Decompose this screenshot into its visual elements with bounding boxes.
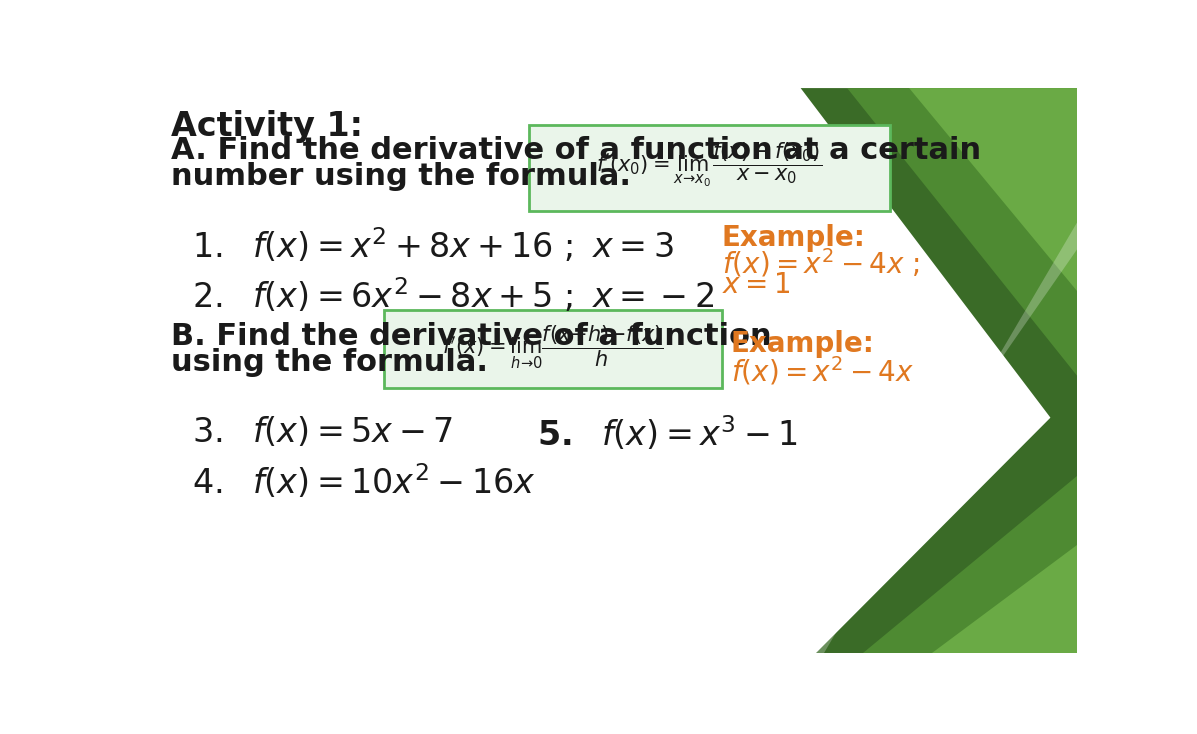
Text: number using the formula.: number using the formula. xyxy=(171,162,631,191)
Text: Activity 1:: Activity 1: xyxy=(171,109,364,142)
Text: $2.\ \ f(x) = 6x^2 - 8x + 5\ ;\ x = -2$: $2.\ \ f(x) = 6x^2 - 8x + 5\ ;\ x = -2$ xyxy=(193,276,715,315)
Polygon shape xyxy=(863,476,1077,653)
Text: $f(x) = x^2 - 4x\ ;$: $f(x) = x^2 - 4x\ ;$ xyxy=(722,247,919,280)
Text: B. Find the derivative of a function: B. Find the derivative of a function xyxy=(171,322,772,351)
Text: $3.\ \ f(x) = 5x - 7$: $3.\ \ f(x) = 5x - 7$ xyxy=(193,415,454,448)
FancyBboxPatch shape xyxy=(384,310,722,388)
Polygon shape xyxy=(910,88,1077,291)
Text: $f(x) = x^2 - 4x$: $f(x) = x^2 - 4x$ xyxy=(731,355,915,388)
Text: $x = 1$: $x = 1$ xyxy=(722,271,790,299)
Polygon shape xyxy=(797,222,1077,653)
Text: Example:: Example: xyxy=(731,330,875,358)
Polygon shape xyxy=(801,88,1077,453)
Text: $f'(x) = \lim_{h \to 0} \dfrac{f(x+h) - f(x)}{h}$: $f'(x) = \lim_{h \to 0} \dfrac{f(x+h) - … xyxy=(442,324,663,371)
Text: Example:: Example: xyxy=(722,224,865,252)
FancyBboxPatch shape xyxy=(529,125,889,211)
Text: $f'(x_0) = \lim_{x \to x_0} \dfrac{f(x) - f(x_0)}{x - x_0}$: $f'(x_0) = \lim_{x \to x_0} \dfrac{f(x) … xyxy=(596,141,822,189)
Polygon shape xyxy=(847,88,1077,376)
Text: $4.\ \ f(x) = 10x^2 - 16x$: $4.\ \ f(x) = 10x^2 - 16x$ xyxy=(193,462,536,501)
Polygon shape xyxy=(816,391,1077,653)
Text: $\mathbf{5.}\ \ f(x) = x^3 - 1$: $\mathbf{5.}\ \ f(x) = x^3 - 1$ xyxy=(537,415,798,454)
Text: $1.\ \ f(x) = x^2 + 8x + 16\ ;\ x = 3$: $1.\ \ f(x) = x^2 + 8x + 16\ ;\ x = 3$ xyxy=(193,226,674,265)
Text: using the formula.: using the formula. xyxy=(171,349,488,377)
Text: A. Find the derivative of a function at a certain: A. Find the derivative of a function at … xyxy=(171,136,982,165)
Polygon shape xyxy=(932,545,1077,653)
